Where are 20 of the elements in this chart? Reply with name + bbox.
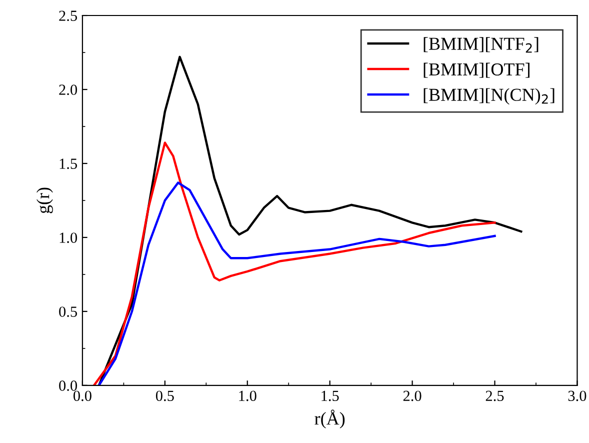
y-tick-label: 0.5 — [59, 306, 77, 317]
legend-label: [BMIM][OTF] — [424, 62, 530, 78]
y-tick-label: 2.5 — [59, 10, 77, 22]
y-tick-label: 1.0 — [60, 232, 78, 243]
x-axis-title: r(Å) — [314, 410, 345, 428]
x-tick-label: 2.0 — [403, 390, 422, 402]
line-series — [92, 142, 496, 386]
x-tick-label: 2.5 — [486, 390, 504, 402]
y-tick-label: 2.0 — [59, 84, 78, 96]
legend-label: [BMIM][NTF$_{2}$] — [424, 37, 538, 53]
x-tick-label: 0.0 — [73, 390, 92, 402]
y-tick-label: 0.0 — [59, 380, 78, 391]
x-tick-label: 1.0 — [239, 390, 256, 402]
legend-label: [BMIM][N(CN)$_{2}$] — [424, 88, 554, 105]
y-tick-label: 1.5 — [60, 158, 77, 169]
y-axis-title: g(r) — [36, 188, 53, 214]
line-series — [98, 182, 496, 386]
x-tick-label: 3.0 — [568, 390, 586, 402]
x-tick-label: 0.5 — [156, 390, 174, 402]
x-tick-label: 1.5 — [322, 390, 339, 402]
